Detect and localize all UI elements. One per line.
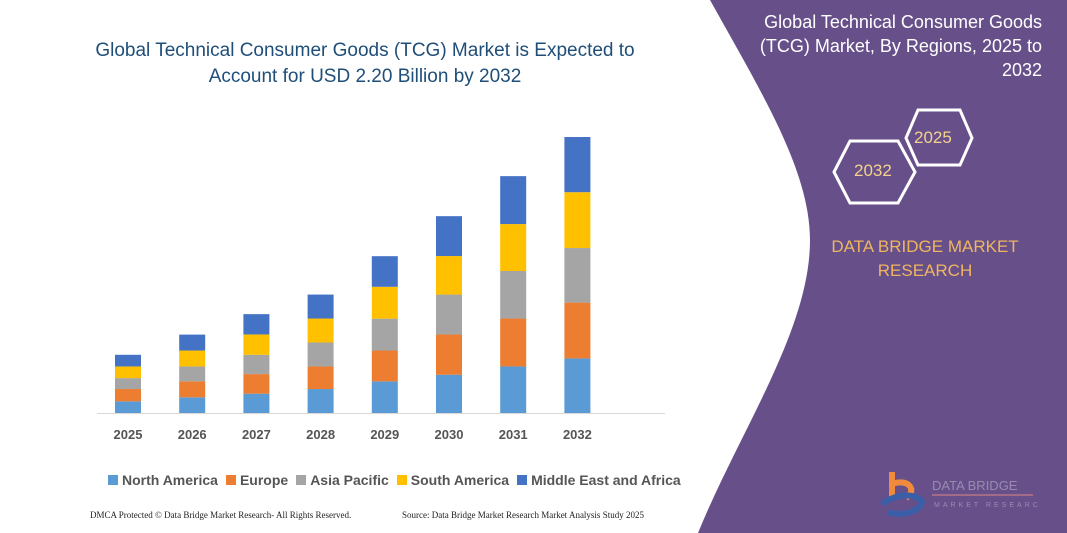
svg-text:DATA BRIDGE: DATA BRIDGE <box>932 478 1018 493</box>
bar-segment-2028-2 <box>307 342 334 367</box>
legend-item: Asia Pacific <box>296 472 389 488</box>
x-tick-label: 2032 <box>563 427 592 442</box>
hex-label-2032: 2032 <box>854 161 892 180</box>
bar-segment-2025-0 <box>115 401 141 413</box>
bar-segment-2027-1 <box>243 374 270 394</box>
footer-source: Source: Data Bridge Market Research Mark… <box>402 510 644 520</box>
bar-segment-2032-2 <box>564 248 591 303</box>
bar-segment-2031-2 <box>500 270 527 319</box>
bar-segment-2032-1 <box>564 302 591 359</box>
legend-swatch <box>396 475 407 485</box>
bar-segment-2030-1 <box>436 334 462 375</box>
bar-segment-2025-4 <box>115 354 141 367</box>
legend-item: South America <box>396 472 510 488</box>
bar-segment-2032-3 <box>564 192 591 249</box>
bar-segment-2031-1 <box>500 318 527 367</box>
bar-segment-2026-2 <box>179 366 206 382</box>
bar-segment-2032-0 <box>564 358 591 413</box>
x-tick-label: 2026 <box>178 427 207 442</box>
bar-segment-2032-4 <box>564 137 591 193</box>
bar-segment-2028-4 <box>307 294 334 319</box>
legend-label: Asia Pacific <box>310 472 389 488</box>
bar-segment-2030-3 <box>436 256 462 295</box>
bar-segment-2027-4 <box>243 314 270 335</box>
bar-segment-2029-2 <box>371 318 398 351</box>
panel-title: Global Technical Consumer Goods (TCG) Ma… <box>759 12 1042 80</box>
x-tick-label: 2027 <box>242 427 271 442</box>
legend: North America Europe Asia Pacific South Ame… <box>108 472 681 488</box>
x-tick-label: 2031 <box>499 427 528 442</box>
bar-segment-2028-0 <box>307 389 334 413</box>
bar-segment-2031-4 <box>500 176 527 225</box>
bar-segment-2027-3 <box>243 334 270 355</box>
legend-item: North America <box>108 472 218 488</box>
bar-segment-2025-1 <box>115 389 141 402</box>
legend-label: Middle East and Africa <box>531 472 681 488</box>
bar-segment-2027-0 <box>243 393 270 413</box>
legend-item: Europe <box>225 472 289 488</box>
bar-segment-2026-0 <box>179 397 206 413</box>
x-tick-label: 2029 <box>370 427 399 442</box>
chart-title: Global Technical Consumer Goods (TCG) Ma… <box>95 40 635 87</box>
bar-segment-2027-2 <box>243 354 270 375</box>
bar-segment-2029-0 <box>371 381 398 413</box>
legend-swatch <box>296 475 307 485</box>
legend-swatch <box>517 475 528 485</box>
legend-item: Middle East and Africa <box>517 472 681 488</box>
x-tick-label: 2030 <box>435 427 464 442</box>
legend-swatch <box>108 475 118 485</box>
x-tick-label: 2025 <box>114 427 143 442</box>
bar-segment-2030-2 <box>436 294 462 335</box>
bar-segment-2029-3 <box>371 286 398 319</box>
legend-label: North America <box>122 472 218 488</box>
bar-segment-2029-1 <box>371 350 398 382</box>
hexagon-2032 <box>832 139 917 205</box>
legend-swatch <box>225 475 236 485</box>
stacked-bar-chart: 2025 2026 2027 2028 2029 2030 2031 2032 <box>97 137 665 442</box>
bar-segment-2026-1 <box>179 381 206 398</box>
bar-segment-2028-1 <box>307 366 334 390</box>
footer-copyright: DMCA Protected © Data Bridge Market Rese… <box>90 510 352 520</box>
bar-segment-2028-3 <box>307 318 334 343</box>
brand-name: DATA BRIDGE MARKET RESEARCH <box>831 237 1019 280</box>
bar-segment-2030-0 <box>436 374 462 413</box>
bar-segment-2025-3 <box>115 366 141 379</box>
x-tick-label: 2028 <box>306 427 335 442</box>
legend-label: South America <box>410 472 510 488</box>
bar-segment-2031-3 <box>500 224 527 271</box>
bar-segment-2025-2 <box>115 378 141 390</box>
bar-segment-2026-3 <box>179 350 206 367</box>
hex-label-2025: 2025 <box>914 128 952 147</box>
bar-segment-2026-4 <box>179 334 206 351</box>
bar-segment-2030-4 <box>436 216 462 257</box>
hexagon-2025 <box>904 108 974 167</box>
bar-segment-2029-4 <box>371 256 398 287</box>
bar-segment-2031-0 <box>500 366 527 413</box>
svg-text:MARKET RESEARCH: MARKET RESEARCH <box>934 502 1038 509</box>
data-bridge-logo: DATA BRIDGE MARKET RESEARCH <box>880 472 1038 517</box>
legend-label: Europe <box>239 472 289 488</box>
